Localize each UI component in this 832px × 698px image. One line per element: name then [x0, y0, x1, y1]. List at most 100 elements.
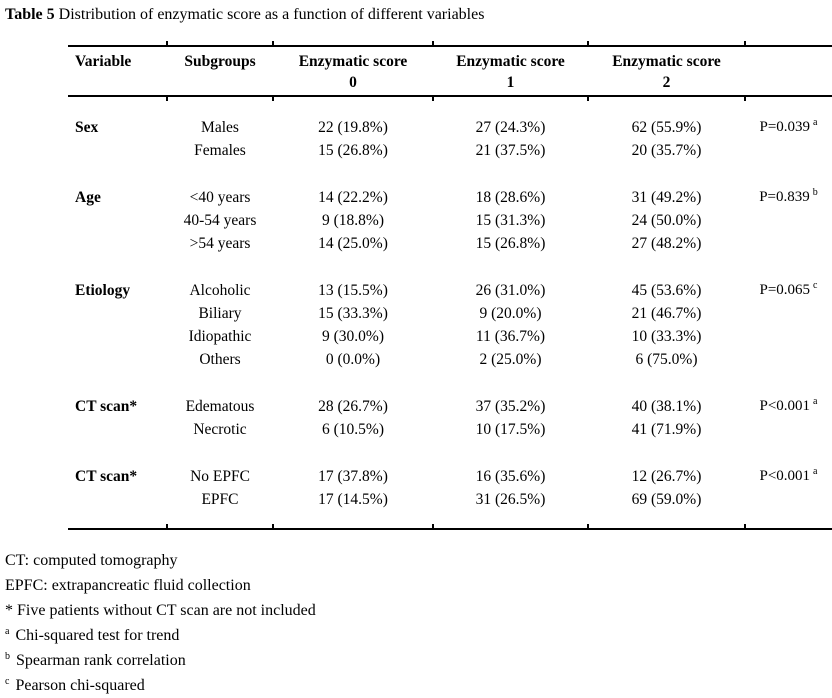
p-value-cell — [745, 348, 832, 371]
score0-cell: 15 (26.8%) — [318, 142, 388, 159]
footnote-marker: b — [5, 650, 10, 662]
variable-label: Age — [75, 189, 101, 206]
table-row: 40-54 years 9 (18.8%) 15 (31.3%) 24 (50.0%) — [68, 209, 832, 232]
table-row: Etiology Alcoholic 13 (15.5%) 26 (31.0%) 45 … — [68, 279, 832, 302]
p-value-cell — [745, 418, 832, 441]
column-tick — [272, 524, 274, 530]
score0-cell: 15 (33.3%) — [318, 305, 388, 322]
column-header-pvalue — [745, 51, 832, 95]
table-group: Sex Males 22 (19.8%) 27 (24.3%) 62 (55.9%) P=… — [68, 116, 832, 162]
column-header-subgroups: Subgroups — [184, 53, 256, 70]
variable-label — [68, 139, 167, 162]
score0-cell: 0 (0.0%) — [325, 351, 381, 368]
subgroup-cell: Edematous — [185, 398, 255, 415]
p-value-cell: P=0.039 a — [759, 117, 818, 136]
p-value-superscript: a — [813, 396, 818, 407]
footnote-line: CT: computed tomography — [5, 552, 178, 569]
column-tick — [272, 95, 274, 101]
column-tick — [587, 41, 589, 47]
score1-cell: 15 (31.3%) — [475, 212, 546, 229]
subgroup-cell: Biliary — [198, 305, 242, 322]
score1-cell: 27 (24.3%) — [475, 119, 546, 136]
table-row: Females 15 (26.8%) 21 (37.5%) 20 (35.7%) — [68, 139, 832, 162]
table-row: EPFC 17 (14.5%) 31 (26.5%) 69 (59.0%) — [68, 488, 832, 511]
score2-cell: 40 (38.1%) — [631, 398, 702, 415]
column-header-score-1-line1: Enzymatic score — [456, 53, 565, 70]
subgroup-cell: EPFC — [201, 491, 239, 508]
table-caption-text: Distribution of enzymatic score as a fun… — [54, 6, 485, 23]
score1-cell: 2 (25.0%) — [479, 351, 542, 368]
p-value-cell: P=0.839 b — [759, 187, 818, 206]
column-tick — [587, 95, 589, 101]
column-tick — [166, 41, 168, 47]
p-value-cell — [745, 488, 832, 511]
table-caption-label: Table 5 — [5, 6, 55, 23]
column-header-score-2-line1: Enzymatic score — [612, 53, 721, 70]
p-value-superscript: a — [813, 466, 818, 477]
score1-cell: 26 (31.0%) — [475, 282, 546, 299]
variable-label: Sex — [75, 119, 99, 136]
score1-cell: 16 (35.6%) — [475, 468, 546, 485]
column-tick — [744, 524, 746, 530]
score2-cell: 31 (49.2%) — [631, 189, 702, 206]
subgroup-cell: Males — [201, 119, 239, 136]
p-value-cell — [745, 139, 832, 162]
score0-cell: 28 (26.7%) — [318, 398, 388, 415]
column-header-variable: Variable — [75, 53, 132, 70]
subgroup-cell: Alcoholic — [189, 282, 251, 299]
score0-cell: 9 (30.0%) — [322, 328, 384, 345]
score2-cell: 24 (50.0%) — [631, 212, 702, 229]
column-header-score-1: Enzymatic score 1 — [433, 51, 588, 95]
subgroup-cell: Necrotic — [193, 421, 247, 438]
column-header-score-2-line2: 2 — [662, 74, 671, 91]
column-tick — [587, 524, 589, 530]
subgroup-cell: No EPFC — [190, 468, 250, 485]
table-group: CT scan* No EPFC 17 (37.8%) 16 (35.6%) 12 (2… — [68, 465, 832, 511]
footnote-line: b Spearman rank correlation — [5, 650, 186, 669]
variable-label: CT scan* — [75, 468, 138, 485]
column-header-score-0-line2: 0 — [349, 74, 357, 91]
column-header-score-2: Enzymatic score 2 — [588, 51, 745, 95]
footnotes: CT: computed tomography EPFC: extrapancre… — [5, 548, 316, 698]
p-value-cell — [745, 325, 832, 348]
score2-cell: 27 (48.2%) — [631, 235, 702, 252]
score0-cell: 22 (19.8%) — [318, 119, 388, 136]
score2-cell: 41 (71.9%) — [631, 421, 702, 438]
score0-cell: 13 (15.5%) — [318, 282, 388, 299]
column-tick — [432, 524, 434, 530]
footnote-marker: c — [5, 675, 10, 687]
table-row: >54 years 14 (25.0%) 15 (26.8%) 27 (48.2%) — [68, 232, 832, 255]
variable-label — [68, 209, 167, 232]
table-row: CT scan* Edematous 28 (26.7%) 37 (35.2%) 40 … — [68, 395, 832, 418]
score0-cell: 6 (10.5%) — [322, 421, 384, 438]
score0-cell: 14 (25.0%) — [318, 235, 388, 252]
table-row: Others 0 (0.0%) 2 (25.0%) 6 (75.0%) — [68, 348, 832, 371]
column-tick — [166, 95, 168, 101]
footnote-line: EPFC: extrapancreatic fluid collection — [5, 577, 251, 594]
subgroup-cell: >54 years — [189, 235, 251, 252]
p-value-superscript: a — [813, 117, 818, 128]
score0-cell: 17 (14.5%) — [318, 491, 388, 508]
variable-label — [68, 325, 167, 348]
footnote-marker: a — [5, 625, 10, 637]
p-value-cell: P<0.001 a — [759, 466, 818, 485]
column-header-score-1-line2: 1 — [506, 74, 515, 91]
score2-cell: 10 (33.3%) — [631, 328, 702, 345]
score1-cell: 37 (35.2%) — [475, 398, 546, 415]
p-value-superscript: b — [812, 187, 818, 198]
footnote-line: a Chi-squared test for trend — [5, 625, 180, 644]
variable-label — [68, 488, 167, 511]
score1-cell: 21 (37.5%) — [475, 142, 546, 159]
table-bottom-rule — [68, 524, 832, 530]
score1-cell: 9 (20.0%) — [479, 305, 542, 322]
variable-label: Etiology — [75, 282, 131, 299]
score1-cell: 31 (26.5%) — [475, 491, 546, 508]
table-row: Age <40 years 14 (22.2%) 18 (28.6%) 31 (49.2… — [68, 186, 832, 209]
score2-cell: 20 (35.7%) — [631, 142, 702, 159]
column-tick — [166, 524, 168, 530]
subgroup-cell: <40 years — [189, 189, 251, 206]
variable-label — [68, 418, 167, 441]
score0-cell: 14 (22.2%) — [318, 189, 388, 206]
subgroup-cell: Females — [194, 142, 246, 159]
